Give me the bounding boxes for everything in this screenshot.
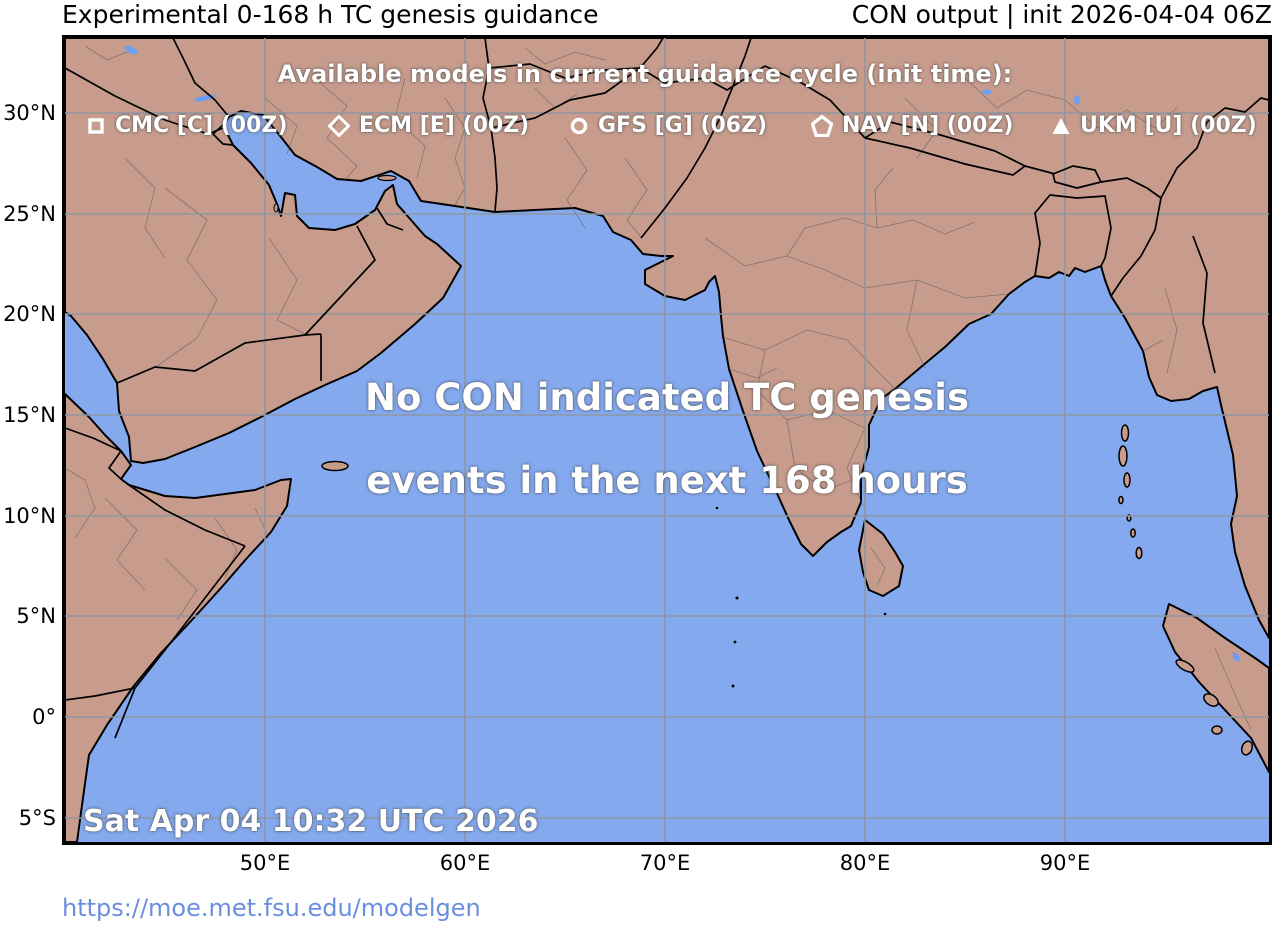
ecm-diamond-icon bbox=[328, 114, 350, 137]
legend-item-ukm: UKM [U] (00Z) bbox=[1051, 113, 1257, 138]
lakes bbox=[124, 45, 1241, 662]
gridlines bbox=[65, 38, 1269, 842]
cmc-square-icon bbox=[88, 117, 104, 134]
no-genesis-message-line2: events in the next 168 hours bbox=[366, 459, 968, 502]
lat-label-20n: 20°N bbox=[3, 302, 56, 326]
country-borders bbox=[65, 38, 1269, 739]
lat-label-15n: 15°N bbox=[3, 403, 56, 427]
map-canvas bbox=[65, 38, 1269, 842]
landmasses bbox=[65, 38, 1269, 842]
lat-label-30n: 30°N bbox=[3, 101, 56, 125]
page-title: Experimental 0-168 h TC genesis guidance bbox=[62, 0, 599, 29]
legend-item-label: UKM [U] (00Z) bbox=[1080, 113, 1257, 138]
legend-item-gfs: GFS [G] (06Z) bbox=[569, 113, 767, 138]
ukm-triangle-icon bbox=[1052, 117, 1070, 134]
legend-item-label: GFS [G] (06Z) bbox=[598, 113, 768, 138]
gfs-circle-icon bbox=[570, 117, 588, 134]
lon-label-80e: 80°E bbox=[839, 851, 891, 875]
landmass-asia bbox=[65, 38, 1269, 639]
legend-item-label: NAV [N] (00Z) bbox=[842, 113, 1014, 138]
island-bahrain bbox=[273, 203, 279, 213]
valid-timestamp: Sat Apr 04 10:32 UTC 2026 bbox=[83, 804, 539, 839]
legend-item-label: ECM [E] (00Z) bbox=[359, 113, 530, 138]
island-sumatra bbox=[1162, 603, 1269, 773]
lat-label-10n: 10°N bbox=[3, 504, 56, 528]
legend-item-ecm: ECM [E] (00Z) bbox=[328, 113, 529, 138]
island-socotra bbox=[321, 460, 349, 472]
lon-label-70e: 70°E bbox=[639, 851, 691, 875]
lon-label-60e: 60°E bbox=[439, 851, 491, 875]
island-qeshm bbox=[377, 174, 397, 182]
legend-item-cmc: CMC [C] (00Z) bbox=[86, 113, 287, 138]
genesis-map: Available models in current guidance cyc… bbox=[62, 35, 1272, 845]
lon-label-90e: 90°E bbox=[1039, 851, 1091, 875]
lat-label-5n: 5°N bbox=[16, 604, 56, 628]
island-sri-lanka bbox=[858, 519, 904, 597]
nav-pentagon-icon bbox=[811, 114, 833, 137]
andaman-nicobar-islands bbox=[1118, 424, 1143, 560]
legend-item-nav: NAV [N] (00Z) bbox=[811, 113, 1014, 138]
sumatra-west-islands bbox=[1175, 659, 1254, 756]
init-time-title: CON output | init 2026-04-04 06Z bbox=[851, 0, 1272, 29]
lat-label-0: 0° bbox=[32, 705, 56, 729]
source-url-link[interactable]: https://moe.met.fsu.edu/modelgen bbox=[62, 894, 481, 922]
maldives-lakshadweep-dots bbox=[715, 488, 887, 688]
no-genesis-message-line1: No CON indicated TC genesis bbox=[365, 376, 969, 419]
lat-label-25n: 25°N bbox=[3, 202, 56, 226]
legend-item-label: CMC [C] (00Z) bbox=[115, 113, 288, 138]
lat-label-5s: 5°S bbox=[18, 806, 56, 830]
legend-title: Available models in current guidance cyc… bbox=[277, 60, 1013, 88]
lon-label-50e: 50°E bbox=[239, 851, 291, 875]
